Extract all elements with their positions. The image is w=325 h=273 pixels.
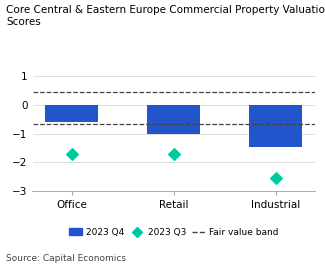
Point: [273, 176, 279, 180]
Bar: [46, 105, 98, 122]
Point: [69, 152, 74, 156]
Text: Core Central & Eastern Europe Commercial Property Valuation
Scores: Core Central & Eastern Europe Commercial…: [6, 5, 325, 27]
Legend: 2023 Q4, 2023 Q3, Fair value band: 2023 Q4, 2023 Q3, Fair value band: [69, 228, 279, 237]
Bar: [249, 105, 302, 147]
Point: [171, 152, 176, 156]
Text: Source: Capital Economics: Source: Capital Economics: [6, 254, 126, 263]
Bar: [147, 105, 201, 134]
